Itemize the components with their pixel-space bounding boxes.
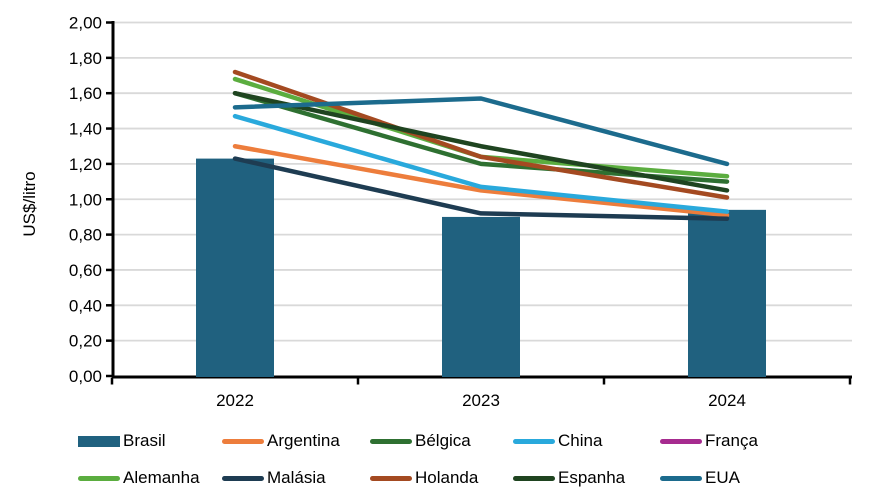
bar-brasil-2022 — [196, 158, 274, 377]
price-chart: 0,00 0,20 0,40 0,60 0,80 1,00 1,20 1,40 1,60 1,80… — [69, 14, 852, 410]
legend-item-brasil: Brasil — [78, 431, 166, 450]
bar-brasil-2023 — [442, 216, 520, 377]
y-tick-label: 1,00 — [69, 190, 102, 209]
legend-label: EUA — [705, 468, 740, 487]
legend-item-china: China — [513, 431, 603, 450]
y-tick-label: 0,20 — [69, 332, 102, 351]
legend-label: China — [558, 431, 603, 450]
line-argentina — [232, 143, 730, 218]
legend-item-bélgica: Bélgica — [370, 431, 471, 450]
legend-label: Alemanha — [123, 468, 200, 487]
y-tick-label: 0,80 — [69, 226, 102, 245]
legend-label: Malásia — [267, 468, 326, 487]
x-tick-label: 2023 — [462, 391, 500, 410]
y-tick-label: 0,00 — [69, 367, 102, 386]
y-tick-label: 2,00 — [69, 14, 102, 33]
legend-marker-malásia — [222, 475, 264, 481]
legend-item-eua: EUA — [660, 468, 740, 487]
y-axis-title: US$/litro — [20, 171, 39, 237]
y-tick-label: 0,60 — [69, 261, 102, 280]
line-malásia — [232, 156, 730, 221]
legend-label: Espanha — [558, 468, 626, 487]
y-tick-label: 1,40 — [69, 120, 102, 139]
legend-marker-alemanha — [78, 475, 120, 481]
y-tick-label: 1,20 — [69, 155, 102, 174]
legend-item-frança: França — [660, 431, 758, 450]
line-eua — [232, 96, 730, 167]
legend-marker-argentina — [222, 438, 264, 444]
legend-marker-espanha — [513, 475, 555, 481]
y-tick-label: 0,40 — [69, 296, 102, 315]
legend-item-argentina: Argentina — [222, 431, 340, 450]
x-tick-label: 2024 — [708, 391, 746, 410]
x-tick-label: 2022 — [216, 391, 254, 410]
bar-brasil-2024 — [688, 209, 766, 377]
legend-marker-eua — [660, 475, 702, 481]
legend-label: Argentina — [267, 431, 340, 450]
legend-marker-frança — [660, 438, 702, 444]
legend-label: Bélgica — [415, 431, 471, 450]
legend-label: Holanda — [415, 468, 479, 487]
legend-item-espanha: Espanha — [513, 468, 626, 487]
legend-marker-holanda — [370, 475, 412, 481]
legend-marker-brasil — [78, 435, 120, 447]
legend-marker-bélgica — [370, 438, 412, 444]
legend-label: França — [705, 431, 758, 450]
legend-item-alemanha: Alemanha — [78, 468, 200, 487]
line-holanda — [232, 69, 730, 200]
legend-marker-china — [513, 438, 555, 444]
line-china — [232, 113, 730, 214]
legend-item-holanda: Holanda — [370, 468, 479, 487]
legend-item-malásia: Malásia — [222, 468, 326, 487]
y-tick-label: 1,60 — [69, 84, 102, 103]
y-tick-label: 1,80 — [69, 49, 102, 68]
line-espanha — [232, 90, 730, 193]
legend-label: Brasil — [123, 431, 166, 450]
